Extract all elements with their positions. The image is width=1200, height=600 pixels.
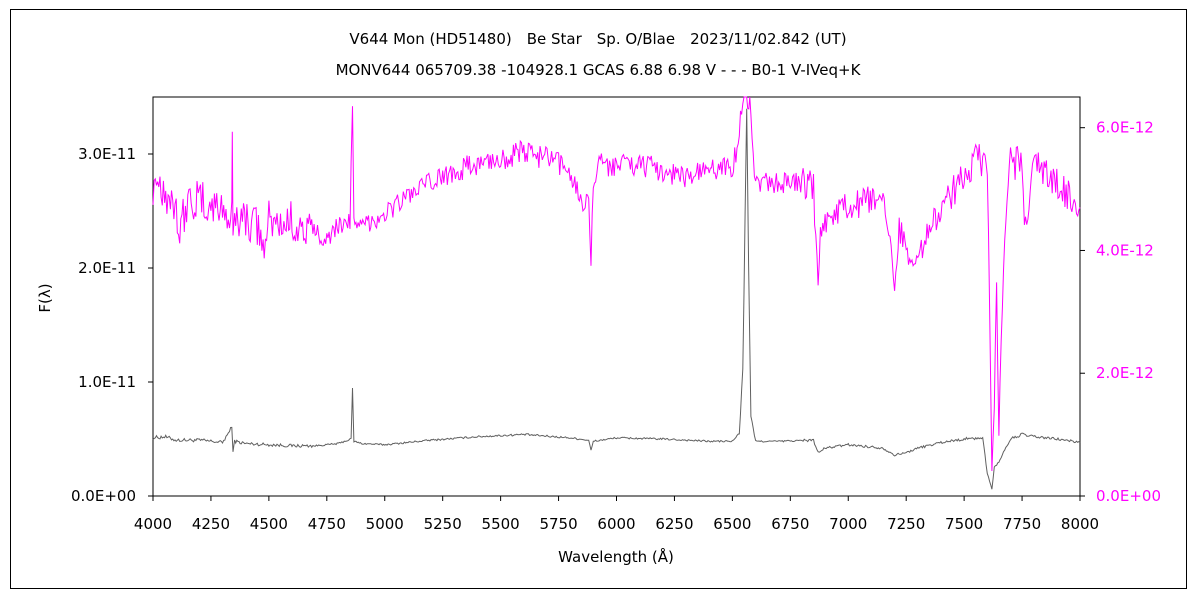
y-left-tick-label: 2.0E-11 <box>78 259 136 277</box>
x-tick-label: 7500 <box>945 515 983 533</box>
x-tick-label: 6750 <box>771 515 809 533</box>
y-right-tick-label: 2.0E-12 <box>1096 364 1154 382</box>
x-tick-label: 4750 <box>308 515 346 533</box>
x-tick-label: 5500 <box>482 515 520 533</box>
series-line-left <box>152 108 1081 490</box>
x-tick-label: 7750 <box>1003 515 1041 533</box>
x-tick-label: 5250 <box>424 515 462 533</box>
x-tick-label: 6000 <box>597 515 635 533</box>
series-line-right <box>152 96 1081 472</box>
x-axis: 4000 4250 4500 4750 5000 5250 5500 5750 6000 6250… <box>134 496 1099 533</box>
y-right-tick-label: 0.0E+00 <box>1096 487 1161 505</box>
x-tick-label: 5000 <box>366 515 404 533</box>
plot-area <box>152 96 1081 497</box>
x-tick-label: 7250 <box>887 515 925 533</box>
y-axis-right: 0.0E+00 2.0E-12 4.0E-12 6.0E-12 <box>1080 119 1161 505</box>
x-tick-label: 7000 <box>829 515 867 533</box>
chart-title: V644 Mon (HD51480) Be Star Sp. O/Blae 20… <box>349 30 846 48</box>
y-left-tick-label: 1.0E-11 <box>78 373 136 391</box>
x-tick-label: 4250 <box>192 515 230 533</box>
y-right-tick-label: 6.0E-12 <box>1096 119 1154 137</box>
y-axis-label: F(λ) <box>36 283 54 312</box>
x-tick-label: 8000 <box>1061 515 1099 533</box>
y-axis-left: 0.0E+00 1.0E-11 2.0E-11 3.0E-11 <box>71 145 153 505</box>
chart-frame <box>10 9 1187 589</box>
x-tick-label: 6500 <box>713 515 751 533</box>
y-right-tick-label: 4.0E-12 <box>1096 241 1154 259</box>
x-tick-label: 4500 <box>250 515 288 533</box>
y-left-tick-label: 3.0E-11 <box>78 145 136 163</box>
series-layer <box>152 96 1081 490</box>
y-left-tick-label: 0.0E+00 <box>71 487 136 505</box>
x-tick-label: 6250 <box>655 515 693 533</box>
x-tick-label: 5750 <box>539 515 577 533</box>
x-axis-label: Wavelength (Å) <box>558 547 674 566</box>
chart-subtitle: MONV644 065709.38 -104928.1 GCAS 6.88 6.… <box>336 61 862 79</box>
x-tick-label: 4000 <box>134 515 172 533</box>
